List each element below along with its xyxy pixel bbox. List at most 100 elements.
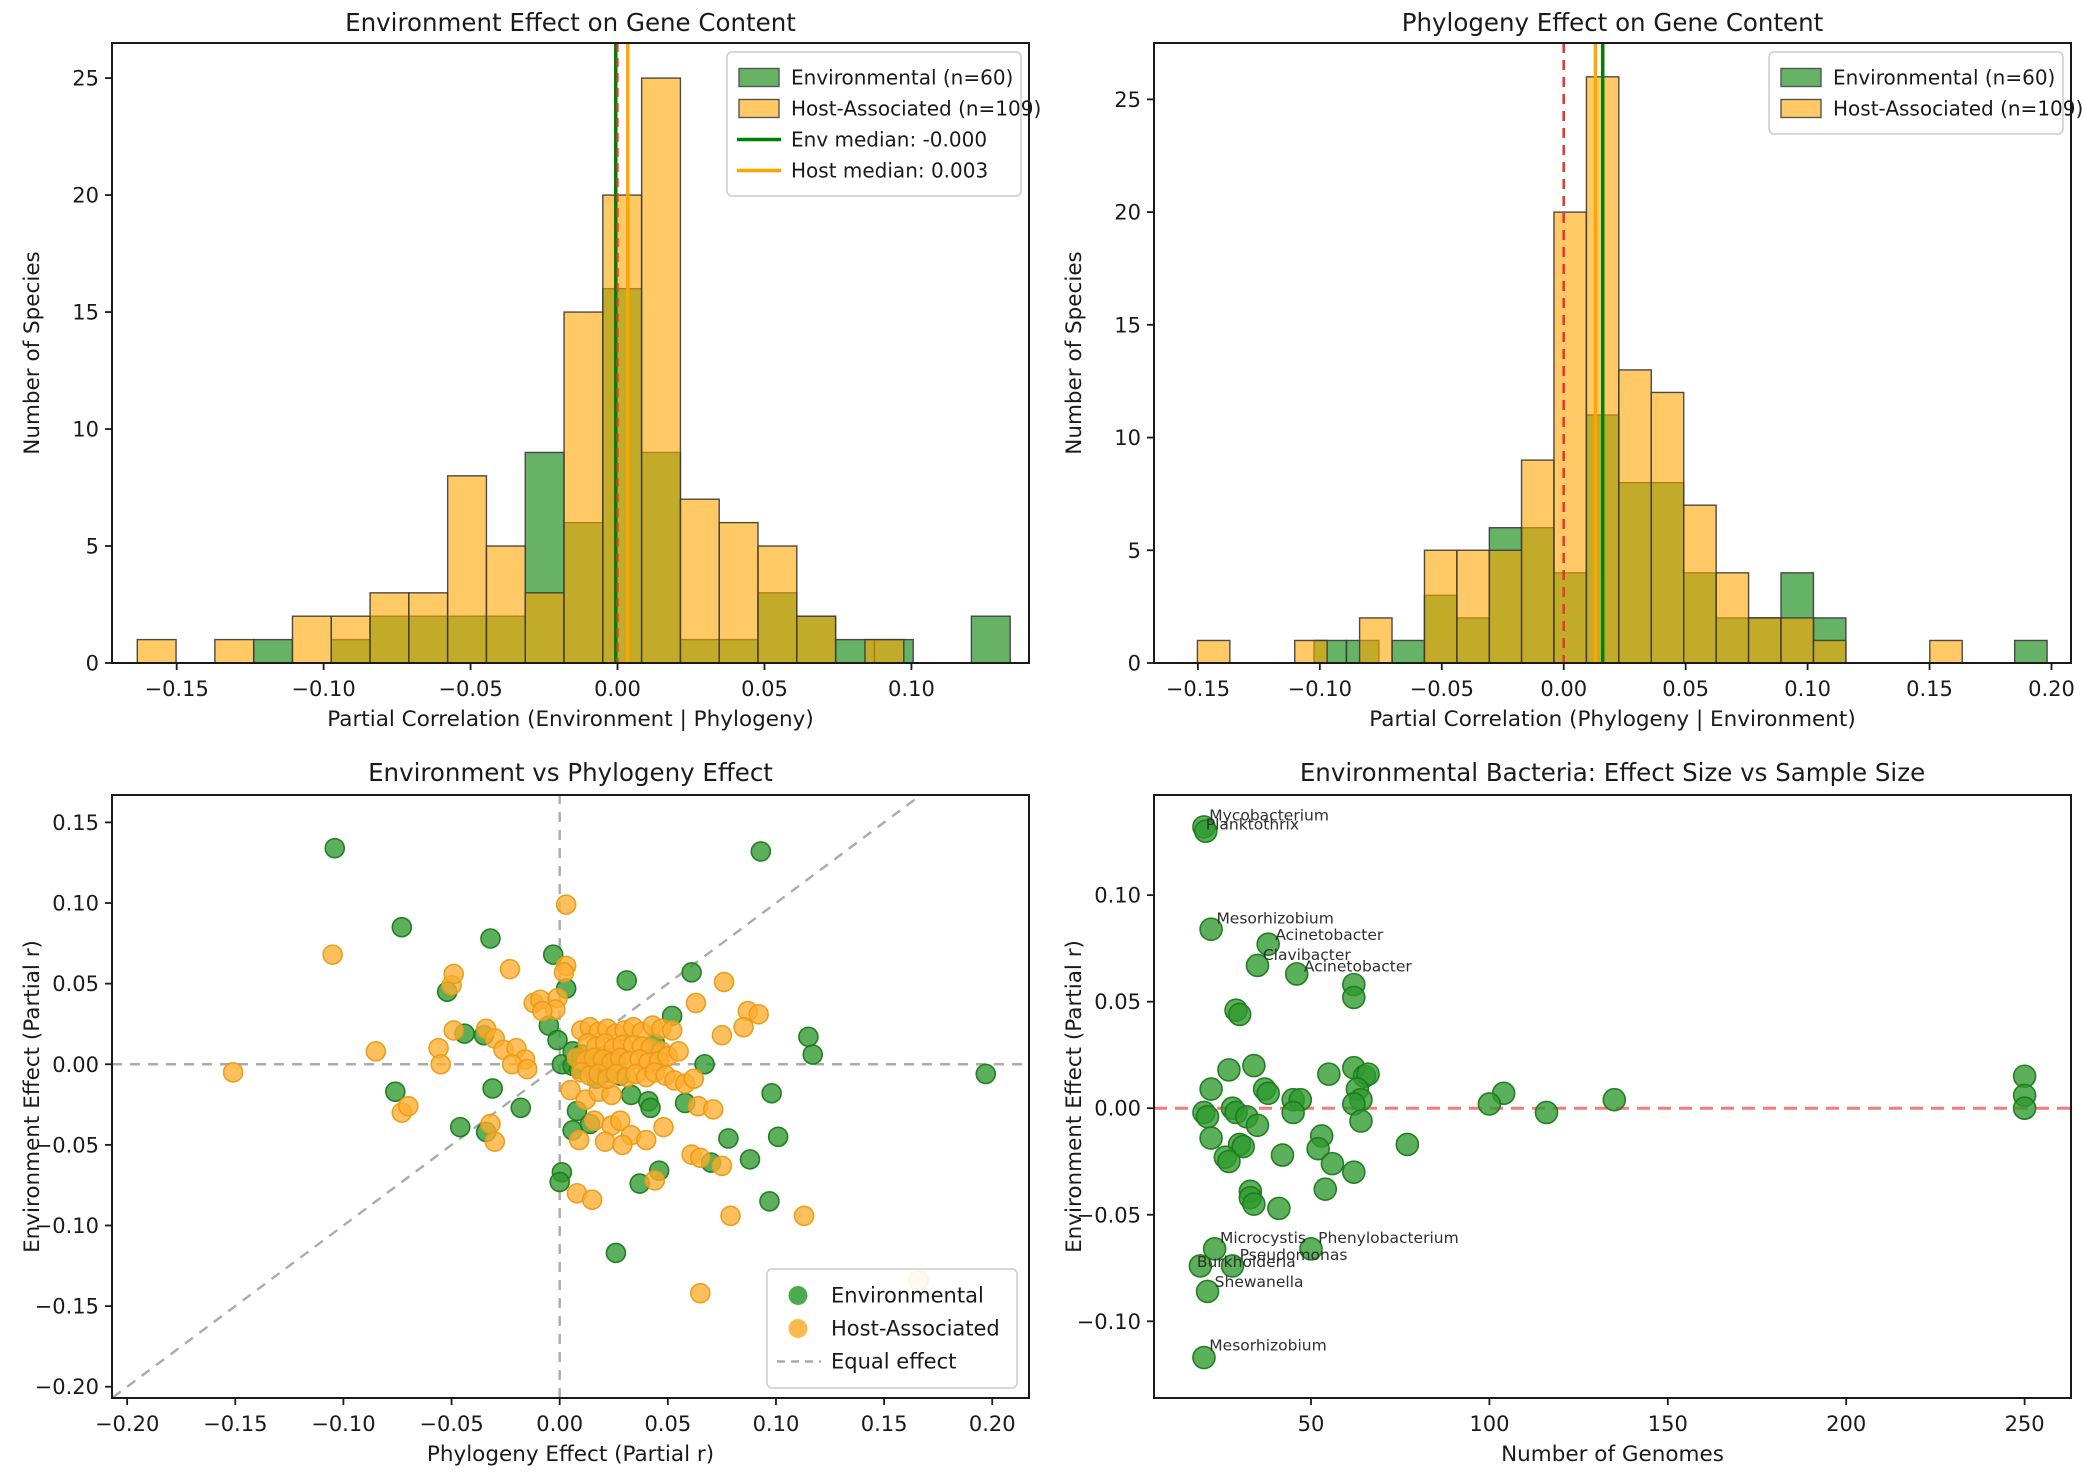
data-point: [532, 1000, 553, 1022]
x-tick-label: 0.20: [2028, 677, 2075, 701]
data-point: [644, 1170, 666, 1191]
data-point: [1284, 962, 1309, 986]
axis-frame: [111, 794, 1030, 1399]
y-tick-label: 0: [1127, 652, 1140, 676]
x-tick-label: −0.15: [203, 1412, 267, 1436]
y-tick-label: −0.05: [1076, 1203, 1140, 1227]
plot-title: Environment Effect on Gene Content: [345, 8, 796, 37]
x-tick-label: −0.10: [291, 677, 355, 701]
hist-bar: [640, 77, 682, 663]
point-annotation: Planktothrix: [1205, 816, 1298, 834]
data-point: [1198, 1077, 1223, 1101]
point-annotation: Acinetobacter: [1275, 926, 1384, 944]
data-point: [1534, 1100, 1558, 1125]
y-tick-label: 15: [72, 301, 99, 325]
data-point: [609, 1110, 631, 1131]
hist-bar: [1423, 549, 1458, 663]
data-point: [1198, 917, 1223, 942]
x-tick-label: 0.00: [1540, 677, 1587, 701]
data-point: [1266, 1196, 1291, 1221]
data-point: [1245, 1113, 1269, 1138]
hist-bar: [1552, 211, 1587, 663]
data-point: [759, 1190, 780, 1212]
x-tick-label: 0.10: [1784, 677, 1831, 701]
hist-bar: [563, 311, 604, 663]
point-annotation: Microcystis: [1220, 1229, 1306, 1247]
legend-box: [726, 51, 1022, 197]
data-point: [480, 928, 501, 949]
data-point: [616, 970, 638, 991]
x-tick-label: 0.05: [1662, 677, 1709, 701]
x-tick-label: 250: [2004, 1412, 2044, 1436]
data-point: [1241, 1053, 1266, 1078]
x-tick-label: −0.05: [1409, 677, 1473, 701]
hist-bar: [1455, 549, 1490, 663]
x-tick-label: 150: [1647, 1412, 1687, 1436]
data-point: [748, 1003, 769, 1025]
legend-label: Env median: -0.000: [791, 128, 987, 152]
hist-bar: [602, 194, 643, 663]
x-tick-label: 0.15: [1906, 677, 1953, 701]
data-point: [391, 916, 413, 938]
hist-bar: [1682, 504, 1717, 663]
data-point: [1316, 1062, 1341, 1086]
data-point: [1241, 1192, 1266, 1216]
data-point: [635, 1129, 657, 1151]
data-point: [689, 1282, 711, 1304]
legend-label: Host-Associated (n=109): [1833, 97, 2083, 121]
x-axis-label: Number of Genomes: [1501, 1442, 1724, 1467]
data-point: [761, 1082, 782, 1104]
data-point: [1348, 1109, 1373, 1133]
data-point: [484, 1131, 506, 1152]
hist-bar: [485, 545, 526, 663]
legend-swatch-patch: [738, 67, 780, 88]
y-tick-label: 0: [86, 652, 99, 676]
x-tick-label: 0.00: [594, 677, 641, 701]
data-point: [750, 841, 772, 862]
x-tick-label: 200: [1826, 1412, 1866, 1436]
data-point: [661, 1020, 683, 1041]
data-point: [620, 1084, 642, 1106]
data-point: [1305, 1136, 1330, 1161]
data-point: [1255, 1081, 1280, 1106]
y-axis-label: Environment Effect (Partial r): [1062, 940, 1087, 1253]
data-point: [397, 1095, 419, 1117]
legend-swatch-dot: [788, 1286, 808, 1305]
data-point: [767, 1126, 789, 1148]
hist-bar: [1779, 617, 1814, 663]
data-point: [443, 963, 465, 985]
y-tick-label: 0.10: [1094, 884, 1141, 908]
hist-bar: [369, 592, 410, 663]
data-point: [685, 992, 707, 1014]
data-point: [1477, 1092, 1501, 1116]
x-axis-label: Phylogeny Effect (Partial r): [427, 1442, 714, 1467]
y-tick-label: −0.10: [1076, 1310, 1140, 1334]
env-vs-phylo-scatter-canvas: −0.20 −0.15 −0.10 −0.05 0.00 0.05 0.10 0.15 0.20…: [0, 741, 1042, 1482]
hist-bar: [718, 521, 759, 663]
data-point: [1280, 1100, 1305, 1125]
legend-label: Environmental: [831, 1284, 984, 1308]
data-point: [549, 1171, 570, 1193]
hist-bar: [1747, 617, 1782, 663]
data-point: [482, 1078, 503, 1099]
legend-label: Host-Associated (n=109): [791, 97, 1041, 121]
y-tick-label: 0.00: [1094, 1097, 1141, 1121]
y-axis-label: Number of Species: [1062, 251, 1087, 455]
data-point: [222, 1062, 244, 1083]
legend-box: [766, 1268, 1018, 1389]
data-point: [720, 1205, 741, 1227]
hist-bar: [1488, 549, 1522, 663]
hist-bar: [1196, 639, 1231, 663]
hist-bar: [1650, 391, 1684, 663]
data-point: [605, 1242, 627, 1264]
y-tick-label: 10: [1114, 426, 1141, 450]
panel-env-effect-hist: −0.15 −0.10 −0.05 0.00 0.05 0.10 0 5 10 15 20 25 Env…: [0, 0, 1042, 741]
hist-bar: [214, 638, 255, 663]
data-point: [1195, 1104, 1219, 1129]
data-point: [385, 1081, 406, 1102]
panel-phylo-effect-hist: −0.15 −0.10 −0.05 0.00 0.05 0.10 0.15 0.20 0 5 10 1…: [1041, 0, 2083, 741]
data-point: [718, 1128, 739, 1149]
axis-frame: [1152, 794, 2072, 1399]
data-point: [802, 1044, 824, 1065]
